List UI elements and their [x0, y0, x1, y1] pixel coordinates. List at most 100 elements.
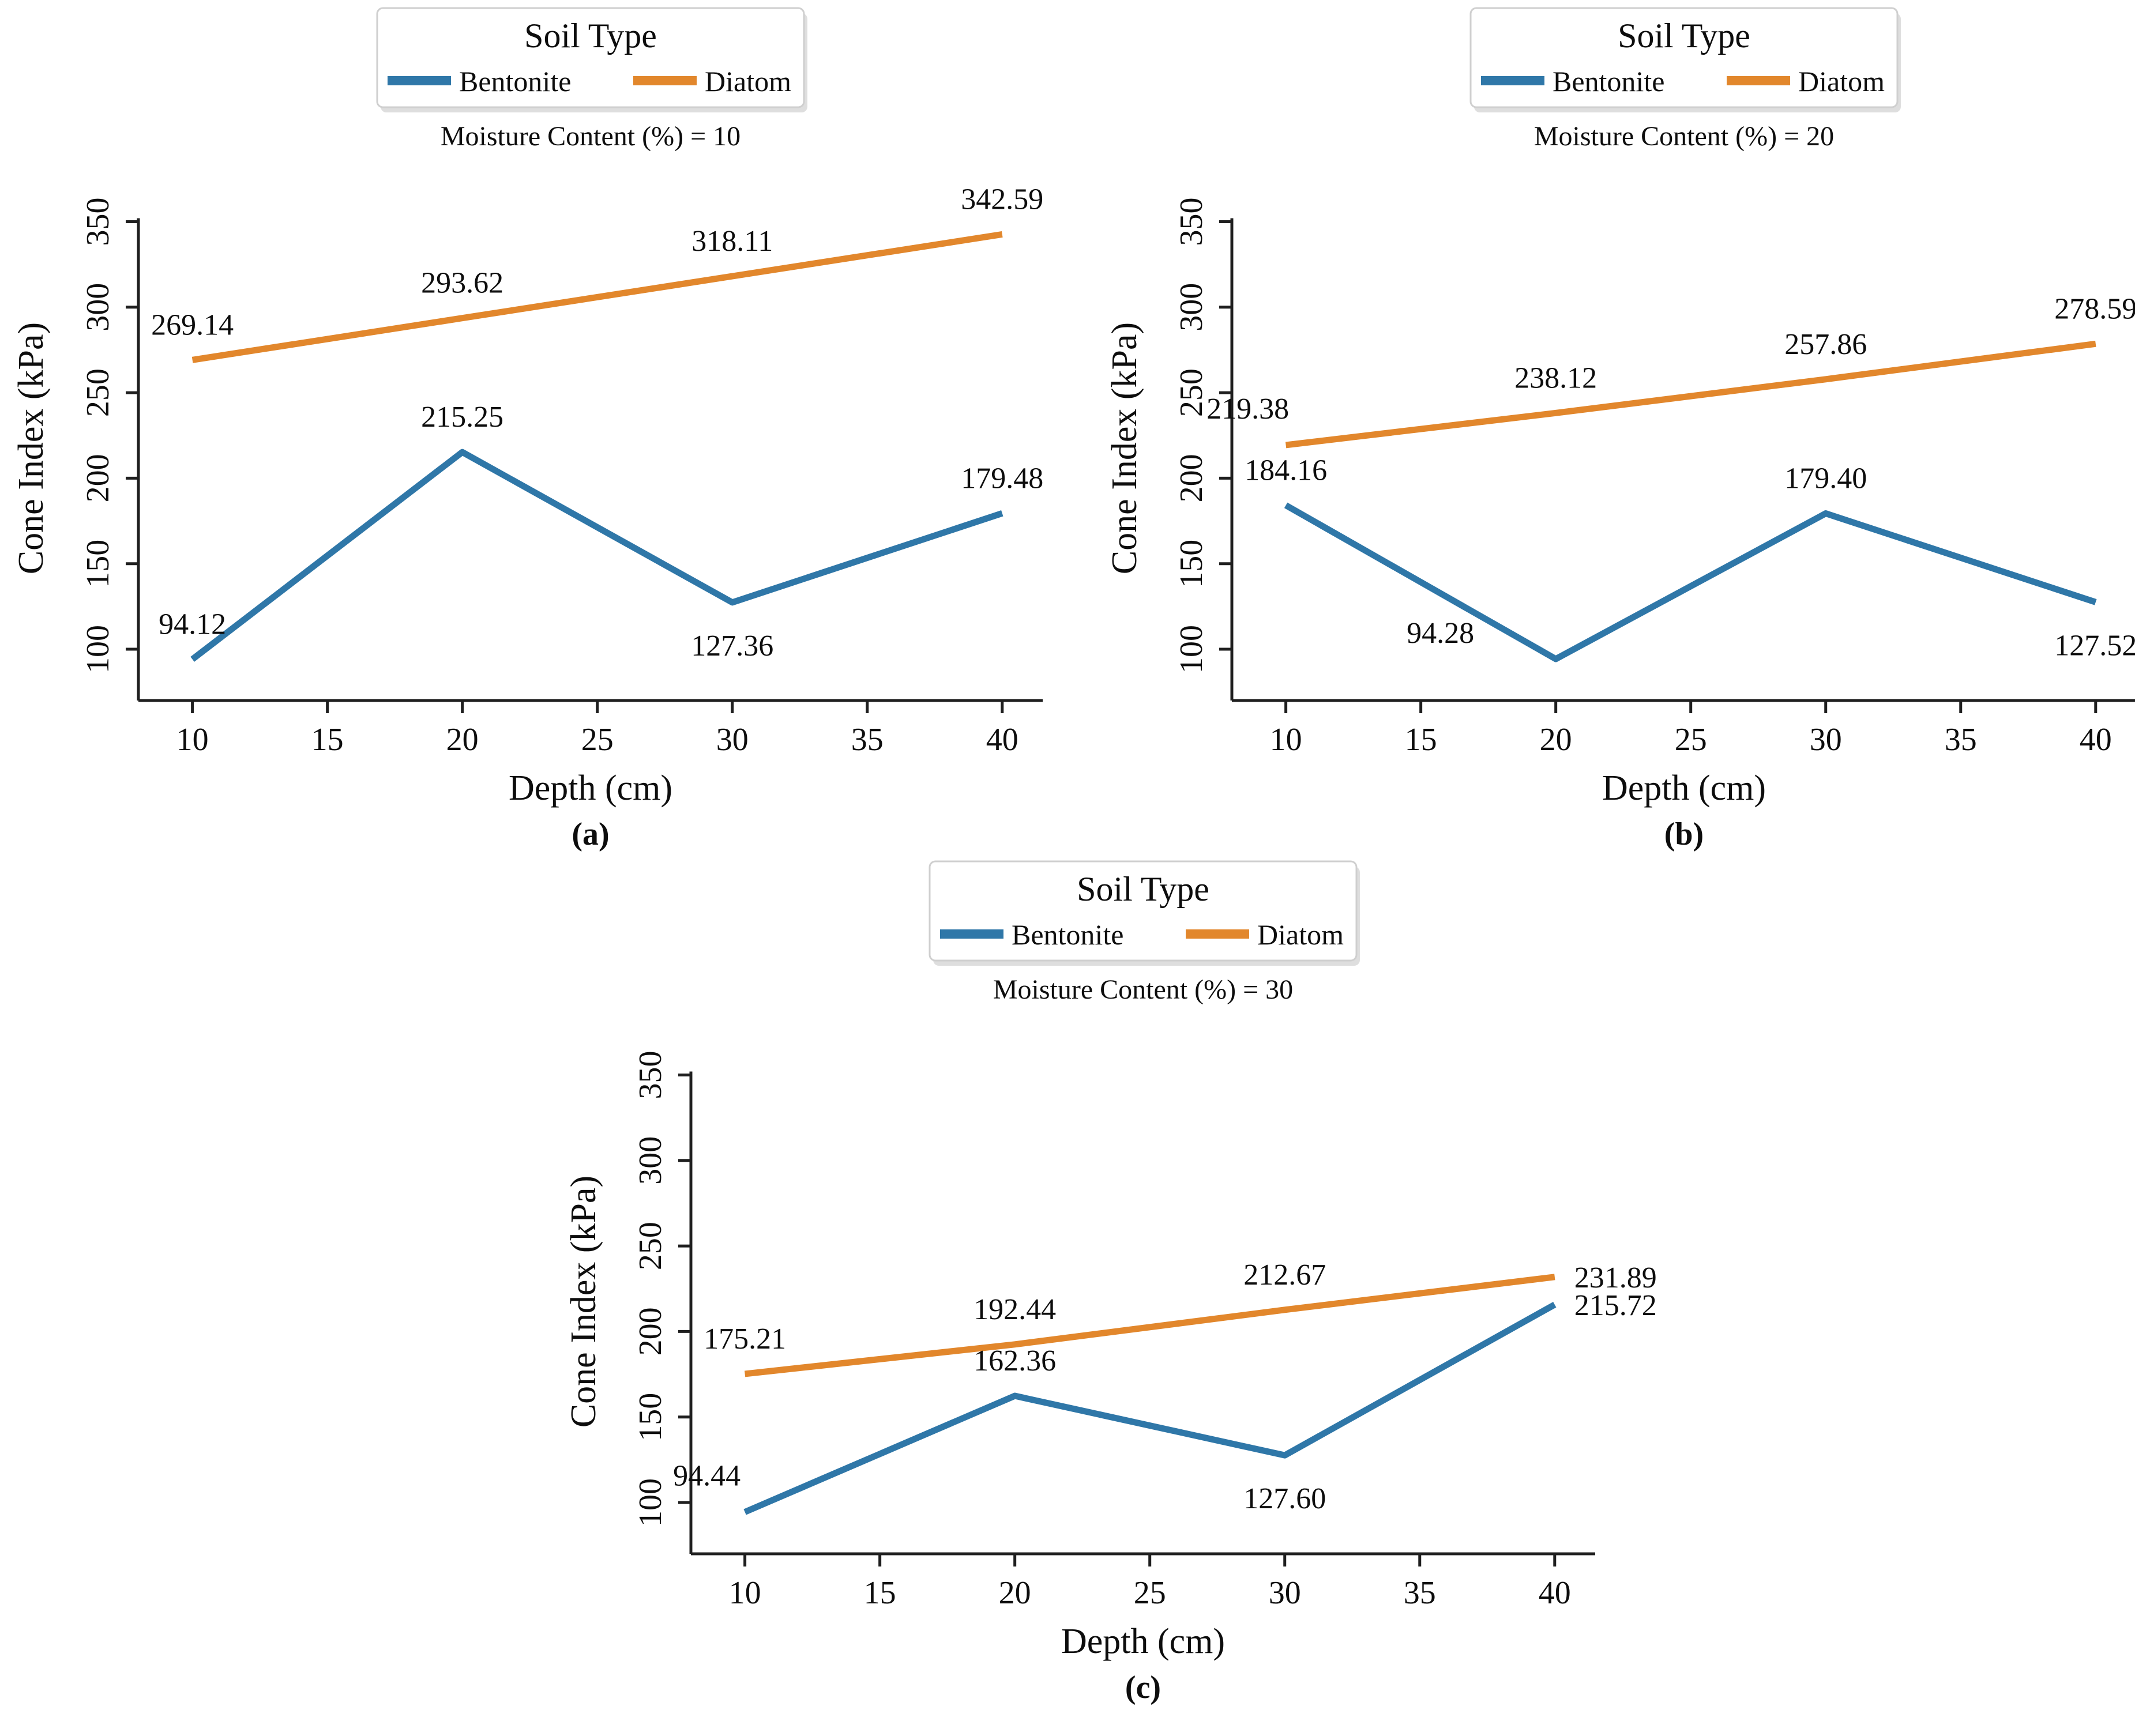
chart-subtitle: Moisture Content (%) = 20 [1534, 121, 1834, 152]
y-tick-label: 200 [1174, 454, 1209, 502]
x-tick-label: 15 [311, 722, 344, 758]
chart-svg: Soil Type Bentonite Diatom Moisture Content… [12, 7, 1043, 852]
y-tick-label: 100 [1174, 625, 1209, 673]
x-tick-label: 10 [1270, 722, 1302, 758]
panel-caption: (a) [572, 816, 609, 852]
data-label: 127.36 [691, 630, 773, 662]
series-line-bentonite [190, 449, 1003, 662]
data-label: 318.11 [691, 225, 773, 258]
legend-label-bentonite: Bentonite [459, 65, 571, 97]
y-tick-label: 100 [633, 1478, 668, 1527]
y-axis-title: Cone Index (kPa) [564, 1176, 603, 1428]
y-tick-label: 250 [80, 368, 116, 417]
x-tick-label: 20 [1540, 722, 1572, 758]
x-tick-label: 40 [2080, 722, 2112, 758]
data-label: 215.72 [1574, 1289, 1657, 1322]
legend-box [929, 860, 1358, 962]
x-tick-label: 35 [851, 722, 884, 758]
y-tick-label: 100 [80, 625, 116, 673]
series-line-bentonite [1284, 502, 2097, 662]
x-tick-label: 10 [176, 722, 209, 758]
legend-label-bentonite: Bentonite [1012, 918, 1123, 951]
series-line-diatom [191, 231, 1003, 363]
data-label: 219.38 [1206, 393, 1289, 425]
data-label: 179.40 [1784, 462, 1867, 495]
y-axis-title: Cone Index (kPa) [12, 322, 51, 574]
x-tick-label: 30 [716, 722, 749, 758]
data-label: 127.52 [2054, 629, 2135, 662]
data-label: 94.44 [673, 1460, 741, 1493]
y-tick-label: 150 [80, 540, 116, 588]
chart-panel-b: Soil Type Bentonite Diatom Moisture Content… [1093, 0, 2135, 882]
x-tick-label: 15 [1405, 722, 1437, 758]
panel-caption: (b) [1664, 816, 1704, 852]
x-tick-label: 35 [1404, 1575, 1436, 1611]
series-line-diatom [1285, 340, 2096, 449]
data-label: 231.89 [1574, 1261, 1657, 1294]
data-label: 179.48 [961, 462, 1043, 495]
x-tick-label: 15 [864, 1575, 896, 1611]
y-tick-label: 200 [633, 1307, 668, 1355]
data-label: 215.25 [421, 401, 503, 434]
y-tick-label: 200 [80, 454, 116, 502]
legend-label-diatom: Diatom [1798, 65, 1885, 97]
data-label: 278.59 [2054, 292, 2135, 325]
y-tick-label: 250 [633, 1222, 668, 1270]
y-tick-label: 300 [80, 283, 116, 332]
series-line-diatom [745, 1274, 1555, 1377]
x-axis-title: Depth (cm) [1061, 1622, 1225, 1661]
x-tick-label: 25 [1675, 722, 1707, 758]
y-tick-label: 300 [633, 1136, 668, 1185]
y-tick-label: 150 [633, 1393, 668, 1441]
legend-title: Soil Type [1618, 17, 1750, 55]
y-tick-label: 300 [1174, 283, 1209, 332]
data-label: 212.67 [1243, 1259, 1326, 1291]
legend-label-bentonite: Bentonite [1553, 65, 1664, 97]
y-tick-label: 350 [633, 1050, 668, 1099]
chart-panel-c: Soil Type Bentonite Diatom Moisture Content… [552, 853, 1671, 1735]
chart-subtitle: Moisture Content (%) = 30 [993, 974, 1293, 1005]
data-label: 175.21 [704, 1323, 786, 1355]
x-tick-label: 40 [986, 722, 1018, 758]
y-tick-label: 250 [1174, 368, 1209, 417]
chart-svg: Soil Type Bentonite Diatom Moisture Content… [1105, 7, 2135, 852]
x-tick-label: 40 [1539, 1575, 1571, 1611]
y-axis-title: Cone Index (kPa) [1105, 322, 1144, 574]
data-label: 94.28 [1407, 617, 1474, 650]
legend-label-diatom: Diatom [1257, 918, 1344, 951]
legend-box [376, 7, 805, 108]
data-label: 94.12 [159, 608, 226, 641]
x-axis-title: Depth (cm) [1602, 769, 1766, 808]
legend-title: Soil Type [524, 17, 657, 55]
chart-panel-a: Soil Type Bentonite Diatom Moisture Content… [0, 0, 1119, 882]
x-tick-label: 10 [729, 1575, 761, 1611]
x-tick-label: 20 [446, 722, 479, 758]
x-tick-label: 30 [1810, 722, 1842, 758]
legend-box [1469, 7, 1899, 108]
data-label: 192.44 [973, 1293, 1056, 1326]
data-label: 269.14 [151, 308, 234, 341]
panel-caption: (c) [1125, 1670, 1161, 1705]
legend-label-diatom: Diatom [705, 65, 791, 97]
data-label: 342.59 [961, 183, 1043, 216]
x-tick-label: 25 [581, 722, 614, 758]
series-line-bentonite [743, 1301, 1557, 1515]
data-label: 127.60 [1243, 1482, 1326, 1515]
x-tick-label: 20 [999, 1575, 1031, 1611]
data-label: 238.12 [1514, 361, 1597, 394]
chart-subtitle: Moisture Content (%) = 10 [441, 121, 741, 152]
y-tick-label: 350 [1174, 197, 1209, 246]
x-tick-label: 35 [1945, 722, 1977, 758]
x-tick-label: 25 [1134, 1575, 1166, 1611]
data-label: 184.16 [1245, 454, 1327, 487]
x-tick-label: 30 [1269, 1575, 1301, 1611]
legend-title: Soil Type [1077, 870, 1209, 908]
data-label: 257.86 [1784, 328, 1867, 361]
x-axis-title: Depth (cm) [509, 769, 672, 808]
data-label: 293.62 [421, 267, 503, 300]
data-label: 162.36 [973, 1345, 1056, 1377]
y-tick-label: 150 [1174, 540, 1209, 588]
y-tick-label: 350 [80, 197, 116, 246]
chart-svg: Soil Type Bentonite Diatom Moisture Content… [564, 860, 1657, 1705]
